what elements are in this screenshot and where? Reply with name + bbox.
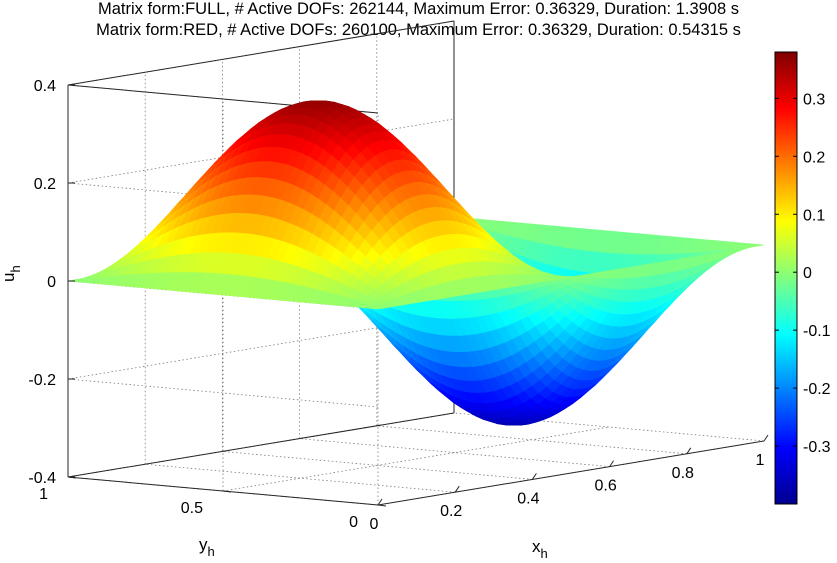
- z-tick-label: 0.2: [34, 176, 56, 193]
- y-tick: [377, 504, 387, 507]
- colorbar: -0.3 -0.2 -0.1 0 0.1 0.2 0.3: [774, 51, 831, 505]
- z-tick-label: 0: [47, 274, 56, 291]
- x-tick: [377, 498, 383, 506]
- title-line-1: Matrix form:FULL, # Active DOFs: 262144,…: [97, 0, 739, 18]
- x-tick-label: 0.4: [517, 490, 539, 507]
- surface-mesh: [67, 100, 765, 426]
- y-tick: [222, 490, 232, 493]
- colorbar-tick-label: 0.2: [803, 149, 825, 166]
- z-tick-label: -0.2: [28, 372, 56, 389]
- box-edge: [67, 412, 455, 478]
- colorbar-tick-label: 0.3: [803, 91, 825, 108]
- colorbar-tick-label: 0.1: [803, 207, 825, 224]
- surface-patch: [749, 243, 765, 248]
- x-tick-label: 1: [756, 452, 765, 469]
- x-tick-label: 0: [370, 516, 379, 533]
- y-tick-label: 0: [349, 514, 358, 531]
- x-tick: [531, 473, 537, 480]
- x-tick-label: 0.2: [440, 503, 462, 520]
- y-axis-label: yh: [199, 535, 215, 559]
- gridline-z: [67, 314, 455, 380]
- box-edge: [67, 20, 455, 86]
- x-axis-label: xh: [532, 537, 548, 561]
- colorbar-tick-label: -0.2: [803, 381, 831, 398]
- colorbar-tick-label: -0.1: [803, 323, 831, 340]
- x-tick: [763, 434, 769, 442]
- z-axis-label: uh: [0, 265, 23, 282]
- gridline-z: [67, 118, 455, 184]
- colorbar-tick-label: 0: [803, 265, 812, 282]
- z-tick-label: -0.4: [28, 470, 56, 487]
- gridline-y: [222, 426, 610, 492]
- colorbar-gradient: [774, 51, 798, 505]
- colorbar-tick-label: -0.3: [803, 439, 831, 456]
- x-tick: [686, 447, 692, 455]
- x-tick-label: 0.6: [594, 478, 616, 495]
- x-tick: [454, 485, 460, 493]
- title-line-2: Matrix form:RED, # Active DOFs: 260100, …: [96, 21, 741, 39]
- y-tick-label: 1: [39, 486, 48, 503]
- x-tick: [609, 460, 615, 467]
- z-tick-label: 0.4: [34, 78, 56, 95]
- x-axis-line: [377, 440, 765, 506]
- x-tick-label: 0.8: [672, 465, 694, 482]
- y-tick-label: 0.5: [181, 500, 203, 517]
